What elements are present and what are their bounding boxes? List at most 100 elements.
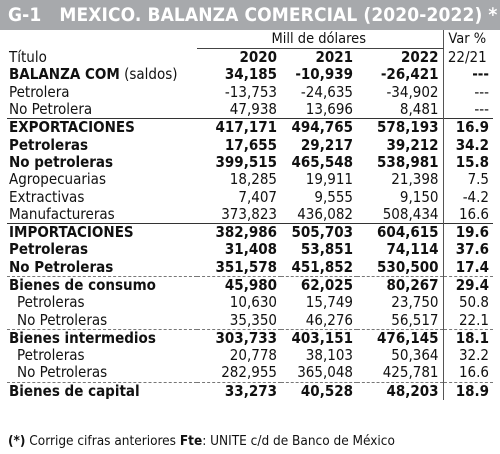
row-label: No Petroleras — [7, 257, 197, 277]
table-row: Petroleras 31,408 53,851 74,114 37.6 — [7, 240, 494, 259]
value-cell: 9,555 — [314, 187, 353, 206]
row-label: Petroleras — [7, 241, 197, 258]
row-label-text: IMPORTACIONES — [9, 223, 134, 242]
value-cell: 303,733 — [197, 328, 281, 348]
table-row: No Petroleras 35,350 46,276 56,517 22.1 — [7, 310, 494, 330]
year-header: 2022 — [400, 48, 439, 67]
row-label-text: No Petroleras — [17, 310, 108, 329]
value-cell: 18,285 — [229, 170, 277, 189]
value-cell: 31,408 — [224, 240, 277, 259]
table-row: BALANZA COM (saldos) 34,185 -10,939 -26,421… — [7, 65, 494, 84]
note-text: Corrige cifras anteriores — [25, 433, 180, 449]
table-row: Petroleras 20,778 38,103 50,364 32.2 — [7, 346, 494, 365]
var-cell: 22.1 — [442, 311, 494, 330]
value-cell: 425,781 — [382, 363, 439, 382]
value-cell: 10,630 — [229, 293, 277, 312]
value-cell: 403,151 — [281, 328, 357, 348]
value-cell: 13,696 — [305, 100, 353, 119]
row-label-text: Petroleras — [17, 293, 85, 312]
value-cell: 436,082 — [297, 204, 353, 223]
row-label-text: Bienes de capital — [9, 381, 140, 400]
row-label: Bienes intermedios — [7, 328, 197, 348]
row-label: EXPORTACIONES — [7, 118, 197, 137]
value-cell: 399,515 — [215, 152, 277, 171]
table-row: Manufactureras 373,823 436,082 508,434 16.6 — [7, 204, 494, 224]
table-row: Petroleras 17,655 29,217 39,212 34.2 — [7, 136, 494, 154]
row-label: Petroleras — [7, 347, 197, 364]
value-cell: 19,911 — [305, 170, 353, 189]
table-row: Petrolera -13,753 -24,635 -34,902 --- — [7, 82, 494, 101]
note-mark: (*) — [8, 433, 26, 449]
row-label: No petroleras — [7, 152, 197, 171]
var-cell: 18.9 — [442, 381, 494, 400]
value-cell: 21,398 — [391, 170, 439, 189]
row-label-text: Extractivas — [9, 187, 85, 206]
value-cell: 508,434 — [382, 204, 439, 223]
table-row: No Petroleras 351,578 451,852 530,500 17.4 — [7, 257, 494, 277]
row-label-text: Bienes de consumo — [9, 276, 156, 294]
value-cell: 40,528 — [281, 381, 357, 400]
table-row: Agropecuarias 18,285 19,911 21,398 7.5 — [7, 170, 494, 189]
row-label-extra: (saldos) — [119, 65, 178, 84]
value-cell: 47,938 — [229, 100, 277, 119]
table-row: Petroleras 10,630 15,749 23,750 50.8 — [7, 293, 494, 312]
source-label: Fte — [179, 433, 203, 449]
value-cell: -10,939 — [295, 65, 353, 84]
var-period: 22/21 — [442, 48, 494, 67]
value-cell: -24,635 — [300, 82, 353, 101]
value-cell: 505,703 — [281, 222, 357, 242]
row-label-text: Manufactureras — [9, 204, 115, 223]
value-cell: 494,765 — [281, 118, 357, 137]
value-cell: 604,615 — [357, 222, 444, 242]
value-cell: 530,500 — [377, 257, 439, 276]
var-cell: 17.4 — [442, 258, 494, 277]
value-cell: 417,171 — [197, 118, 281, 137]
table-row: Bienes intermedios 303,733 403,151 476,145 1… — [7, 328, 494, 348]
row-label: Petroleras — [7, 294, 197, 311]
var-cell: 16.6 — [442, 205, 494, 224]
row-label: IMPORTACIONES — [7, 222, 197, 242]
value-cell: -26,421 — [380, 65, 439, 84]
var-cell: 18.1 — [442, 328, 494, 348]
row-label-text: No Petroleras — [9, 257, 114, 276]
row-label: Manufactureras — [7, 204, 197, 224]
figure-code: G-1 — [8, 4, 42, 26]
value-cell: 365,048 — [297, 363, 353, 382]
row-label-text: BALANZA COM — [9, 65, 120, 84]
row-label: Extractivas — [7, 188, 197, 205]
var-cell: 19.6 — [442, 222, 494, 242]
footnote: (*) Corrige cifras anteriores Fte: UNITE… — [8, 433, 395, 449]
value-cell: 373,823 — [221, 204, 277, 223]
value-cell: 9,150 — [399, 187, 439, 206]
value-cell: -13,753 — [224, 82, 277, 101]
row-label-text: No petroleras — [9, 152, 114, 171]
value-cell: 74,114 — [386, 240, 439, 259]
row-label: Bienes de consumo — [7, 275, 197, 295]
row-label: Bienes de capital — [7, 381, 197, 400]
value-cell: 62,025 — [281, 275, 357, 295]
value-cell: 38,103 — [305, 346, 353, 365]
value-cell: 465,548 — [291, 152, 353, 171]
var-cell: -4.2 — [442, 188, 494, 206]
value-cell: 23,750 — [391, 293, 439, 312]
row-label: BALANZA COM (saldos) — [7, 66, 197, 83]
row-label: No Petrolera — [7, 101, 197, 119]
value-cell: 8,481 — [399, 100, 439, 119]
var-cell: --- — [442, 66, 494, 84]
var-cell: 16.9 — [442, 118, 494, 137]
value-cell: 50,364 — [391, 346, 439, 365]
value-cell: 282,955 — [221, 363, 277, 382]
var-cell: 32.2 — [442, 347, 494, 365]
row-label-text: No Petrolera — [9, 100, 93, 119]
var-cell: 50.8 — [442, 294, 494, 312]
table-row: IMPORTACIONES 382,986 505,703 604,615 19.6 — [7, 222, 494, 242]
value-cell: 48,203 — [357, 381, 444, 400]
column-title: Título — [9, 47, 47, 66]
value-cell: 20,778 — [229, 346, 277, 365]
var-cell: 37.6 — [442, 241, 494, 259]
var-cell: 16.6 — [442, 364, 494, 383]
value-cell: 46,276 — [305, 310, 353, 329]
row-label-text: Petrolera — [9, 82, 70, 101]
figure-title: MEXICO. BALANZA COMERCIAL (2020-2022) * — [59, 4, 498, 26]
